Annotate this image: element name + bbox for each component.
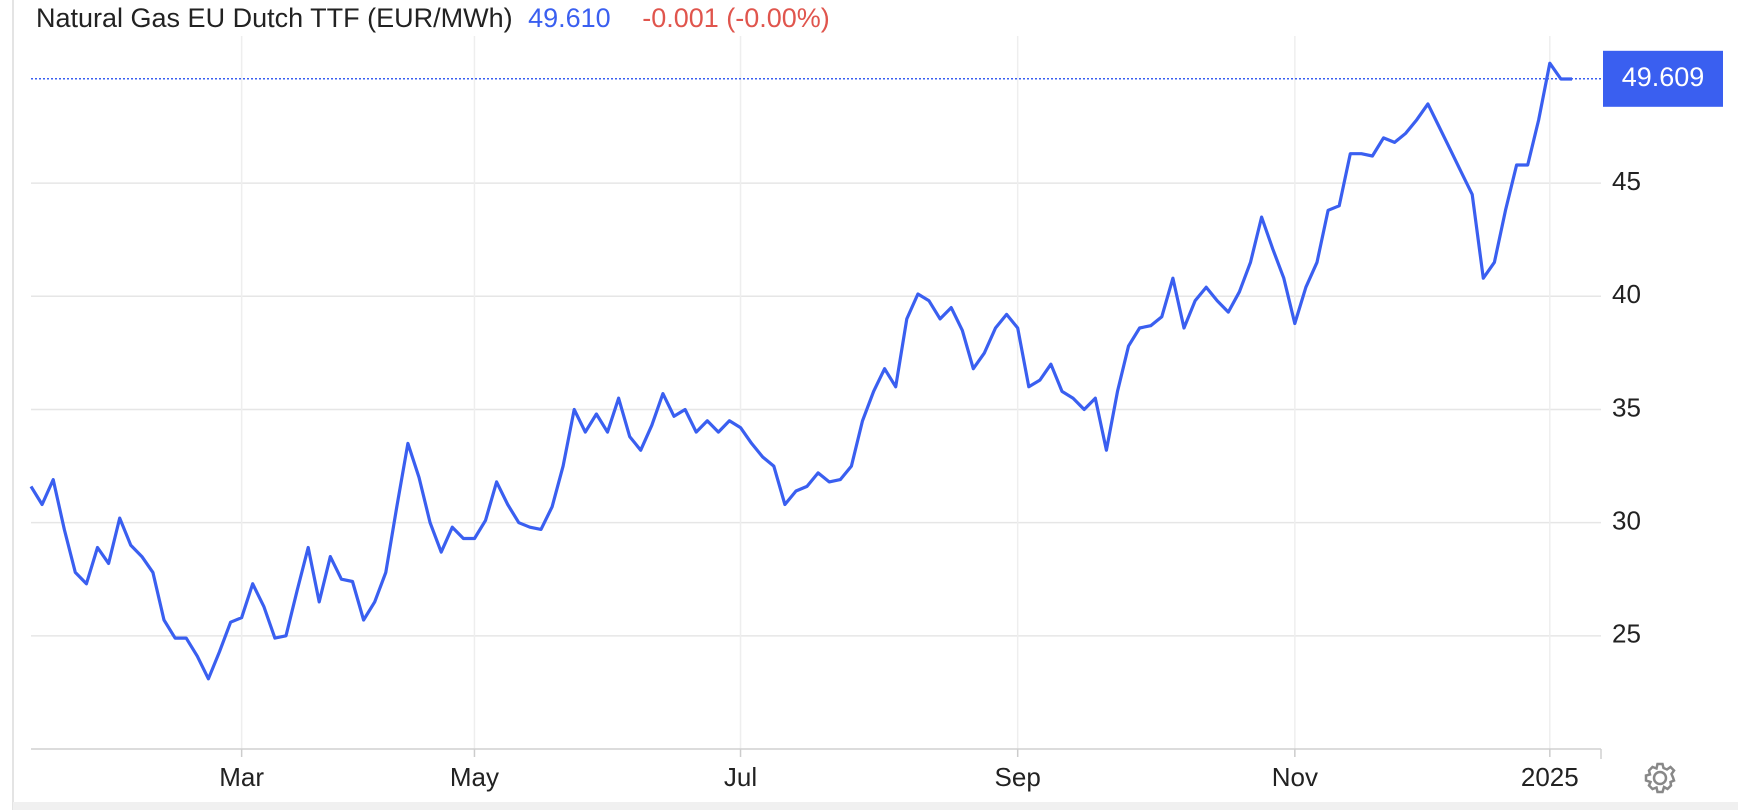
chart-title: Natural Gas EU Dutch TTF (EUR/MWh) — [36, 3, 513, 33]
last-value-label: 49.609 — [1622, 62, 1705, 92]
x-tick-label: Jul — [724, 762, 757, 792]
settings-icon-center — [1652, 770, 1668, 786]
y-tick-label: 45 — [1612, 166, 1641, 196]
price-change: -0.001 (-0.00%) — [642, 3, 830, 33]
header: Natural Gas EU Dutch TTF (EUR/MWh) 49.61… — [36, 3, 830, 33]
settings-icon[interactable] — [1644, 762, 1676, 794]
x-tick-label: 2025 — [1521, 762, 1579, 792]
price-line — [29, 61, 1572, 681]
bottom-strip — [13, 802, 1738, 810]
settings-icon-gear — [1644, 762, 1676, 794]
last-value-badge — [1603, 50, 1723, 107]
price: 49.610 — [528, 3, 611, 33]
y-tick-label: 25 — [1612, 619, 1641, 649]
x-tick-label: May — [450, 762, 499, 792]
y-tick-label: 30 — [1612, 506, 1641, 536]
grid — [31, 36, 1601, 749]
x-tick-label: Nov — [1272, 762, 1318, 792]
y-tick-label: 35 — [1612, 392, 1641, 422]
y-tick-label: 40 — [1612, 279, 1641, 309]
x-tick-label: Mar — [219, 762, 264, 792]
x-tick-label: Sep — [995, 762, 1041, 792]
